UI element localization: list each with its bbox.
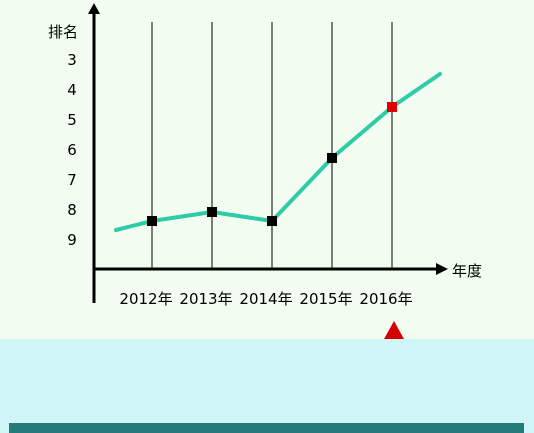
y-tick-label: 8	[67, 201, 77, 219]
x-tick-label: 2013年	[179, 290, 232, 308]
series-line	[114, 72, 442, 232]
ranking-chart: 排名 年度 3 4 5 6 7 8 9 2012年 2013年 2014年 2015年 2016年	[48, 3, 482, 308]
y-tick-label: 4	[67, 81, 77, 99]
y-tick-label: 5	[67, 111, 77, 129]
x-tick-label: 2014年	[239, 290, 292, 308]
data-marker	[207, 207, 217, 217]
highlight-triangle-icon	[384, 321, 404, 339]
y-axis-arrow	[88, 3, 100, 14]
data-marker	[267, 216, 277, 226]
y-axis-title: 排名	[48, 23, 78, 41]
bottom-panel	[0, 339, 534, 433]
y-tick-label: 3	[67, 51, 77, 69]
data-marker	[327, 153, 337, 163]
x-axis-arrow	[436, 263, 448, 275]
x-tick-label: 2016年	[359, 290, 412, 308]
data-marker	[147, 216, 157, 226]
y-tick-label: 6	[67, 141, 77, 159]
x-tick-label: 2012年	[119, 290, 172, 308]
bottom-bar	[9, 423, 524, 433]
x-tick-label: 2015年	[299, 290, 352, 308]
y-tick-label: 9	[67, 231, 77, 249]
x-axis-title: 年度	[452, 262, 482, 280]
highlight-marker	[387, 102, 397, 112]
y-tick-label: 7	[67, 171, 77, 189]
